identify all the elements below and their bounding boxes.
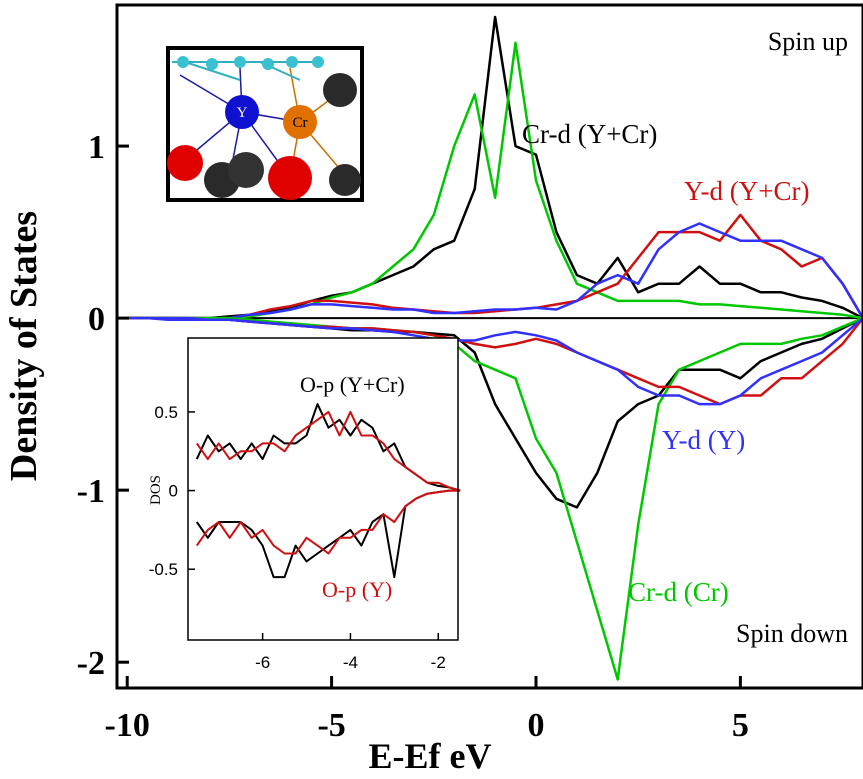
y-tick-label: 0.5: [154, 403, 178, 422]
annotation: Spin down: [736, 619, 848, 648]
series-label: O-p (Y): [322, 577, 392, 602]
atom-o: [268, 156, 312, 200]
y-tick-label: 0: [88, 301, 105, 338]
atom-c: [228, 152, 264, 188]
structure-inset: Y Cr: [167, 48, 362, 200]
y-tick-label: -2: [77, 645, 105, 682]
series-label: Y-d (Y): [662, 425, 745, 455]
x-tick-label: -6: [255, 653, 270, 672]
series-label: Y-d (Y+Cr): [684, 176, 809, 206]
atom-label: Cr: [293, 115, 308, 131]
x-axis-label: E-Ef eV: [369, 736, 492, 776]
y-axis-label: Density of States: [3, 211, 45, 481]
x-tick-label: 0: [527, 707, 544, 744]
x-tick-label: 5: [732, 707, 749, 744]
x-tick-label: -4: [343, 653, 358, 672]
y-tick-label: 1: [88, 129, 105, 166]
y-tick-label: 0: [169, 482, 178, 501]
atom-label: Y: [237, 105, 248, 121]
y-tick-label: -1: [77, 473, 105, 510]
annotation: Spin up: [768, 27, 848, 56]
y-tick-label: -0.5: [149, 560, 178, 579]
atom-c: [329, 164, 361, 196]
x-tick-label: -10: [105, 707, 150, 744]
series-label: O-p (Y+Cr): [300, 372, 405, 397]
series-label: Cr-d (Cr): [628, 577, 729, 607]
series-label: Cr-d (Y+Cr): [522, 119, 657, 149]
inset-plot: -6 -4 -2 0.5 0 -0.5 O-p (Y+Cr) O-p (Y) DOS: [148, 338, 460, 672]
atom-o: [167, 145, 203, 181]
atom-c: [323, 73, 357, 107]
figure: -10-505-2-101Spin upSpin downCr-d (Y+Cr)…: [0, 0, 863, 779]
x-tick-label: -5: [317, 707, 345, 744]
x-tick-label: -2: [431, 653, 446, 672]
y-axis-label: DOS: [148, 475, 164, 505]
